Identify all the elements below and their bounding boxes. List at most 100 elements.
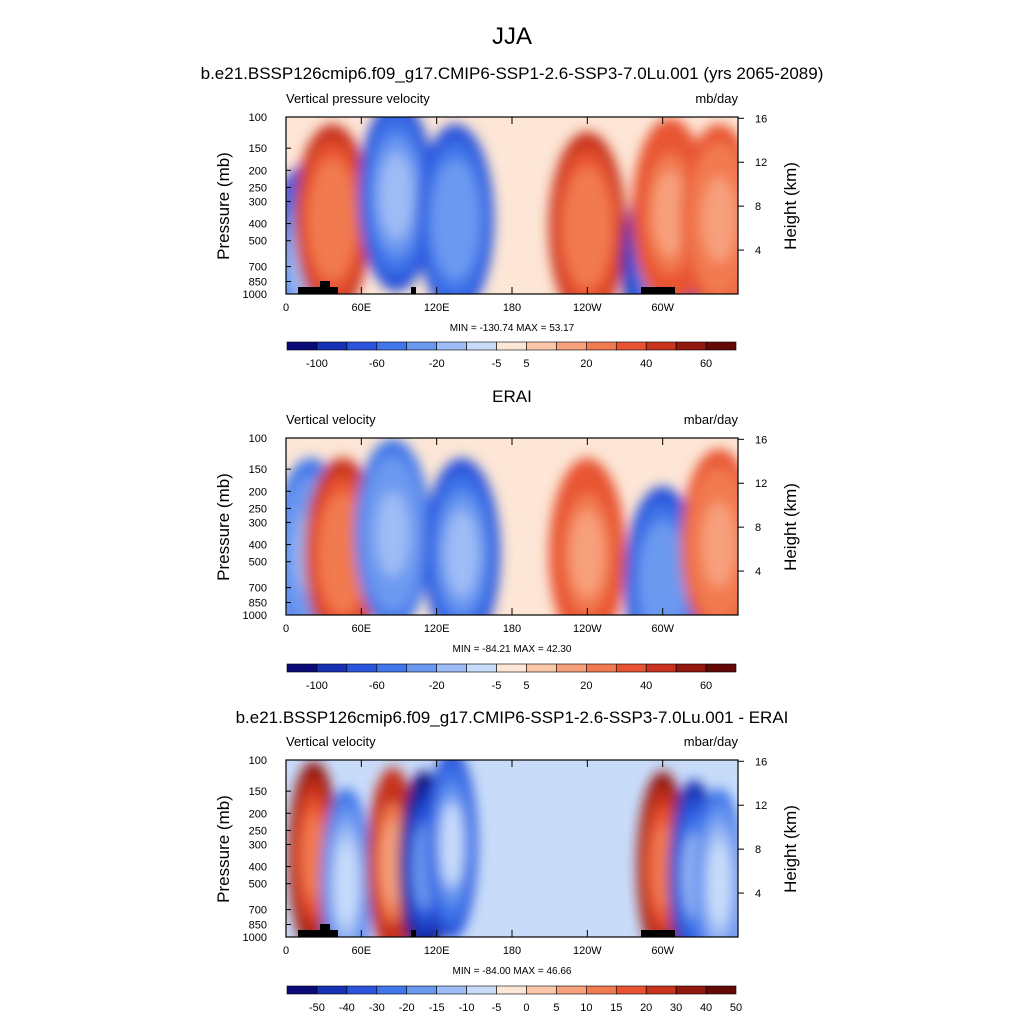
axes: 0 60E 120E 180 120W 60W 100 150 200 250 300 400 500 7… (243, 112, 768, 314)
y2-tick-label: 8 (755, 844, 761, 856)
colorbar-swatch (376, 663, 408, 673)
y-tick-label: 1000 (243, 932, 267, 944)
panel-right-label: mbar/day (684, 412, 739, 427)
colorbar-swatch (645, 985, 677, 995)
colorbar-swatch (466, 663, 497, 673)
bottom-panel-title: b.e21.BSSP126cmip6.f09_g17.CMIP6-SSP1-2.… (236, 708, 789, 727)
field-blob (381, 819, 404, 906)
colorbar-label: 5 (523, 358, 529, 370)
field-blob (570, 184, 605, 271)
colorbar-label: -40 (339, 1002, 355, 1014)
field-blob (315, 176, 350, 263)
x-tick-label: 180 (503, 945, 521, 957)
panel-left-label: Vertical velocity (286, 412, 376, 427)
min-max-label: MIN = -130.74 MAX = 53.17 (450, 323, 575, 334)
panel-right-label: mb/day (695, 91, 738, 106)
colorbar: -100 -60 -20 -5 5 20 40 60 (286, 341, 737, 370)
colorbar-label: 30 (670, 1002, 682, 1014)
colorbar-swatch (286, 341, 318, 351)
field-blobs (288, 760, 738, 937)
colorbar-swatch (346, 341, 378, 351)
colorbar-swatch (556, 985, 587, 995)
colorbar-swatch (705, 985, 737, 995)
y2-axis-title: Height (km) (781, 805, 800, 893)
colorbar-label: 50 (730, 1002, 742, 1014)
field-blob (702, 176, 736, 263)
field-blob (702, 501, 736, 588)
colorbar-swatch (556, 341, 587, 351)
y-tick-label: 300 (249, 839, 267, 851)
colorbar-label: 5 (523, 680, 529, 692)
colorbar-swatch (705, 341, 737, 351)
colorbar-swatch (496, 663, 527, 673)
colorbar-swatch (466, 985, 497, 995)
field-blob (302, 813, 325, 900)
colorbar-swatch (376, 985, 408, 995)
panel-model: Vertical pressure velocity mb/day 0 60E 12… (214, 91, 800, 370)
colorbar-swatch (675, 985, 707, 995)
field-blob (651, 823, 674, 910)
colorbar-swatch (526, 663, 557, 673)
y2-axis-title: Height (km) (781, 162, 800, 250)
land-mask (298, 924, 675, 937)
colorbar-swatch (556, 663, 587, 673)
colorbar: -100 -60 -20 -5 5 20 40 60 (286, 663, 737, 692)
colorbar-swatch (406, 985, 437, 995)
y2-tick-label: 12 (755, 800, 767, 812)
min-max-label: MIN = -84.21 MAX = 42.30 (453, 644, 572, 655)
colorbar-swatch (316, 985, 348, 995)
colorbar-swatch (346, 985, 378, 995)
x-tick-label: 0 (283, 302, 289, 314)
x-tick-label: 60W (651, 945, 674, 957)
y-tick-label: 1000 (243, 610, 267, 622)
colorbar-swatch (645, 341, 677, 351)
figure-title: JJA (492, 23, 532, 50)
y-tick-label: 400 (249, 540, 267, 552)
colorbar-swatch (705, 663, 737, 673)
colorbar-label: -20 (399, 1002, 415, 1014)
colorbar-swatch (586, 341, 617, 351)
colorbar-label: -50 (309, 1002, 325, 1014)
colorbar-label: -100 (306, 358, 328, 370)
x-tick-label: 120W (573, 302, 602, 314)
y2-tick-label: 12 (755, 157, 767, 169)
panel-right-label: mbar/day (684, 734, 739, 749)
colorbar-swatch (466, 341, 497, 351)
colorbar-label: -60 (369, 680, 385, 692)
y2-tick-label: 4 (755, 888, 761, 900)
colorbar-swatch (436, 341, 467, 351)
min-max-label: MIN = -84.00 MAX = 46.66 (453, 966, 572, 977)
field-blob (570, 510, 605, 597)
colorbar-label: -5 (492, 358, 502, 370)
x-tick-label: 60W (651, 302, 674, 314)
colorbar-swatch (496, 341, 527, 351)
colorbar-swatch (376, 341, 408, 351)
colorbar-label: 60 (700, 358, 712, 370)
colorbar-label: -10 (459, 1002, 475, 1014)
colorbar-swatch (406, 663, 437, 673)
x-tick-label: 0 (283, 945, 289, 957)
colorbar-swatch (526, 985, 557, 995)
field-blob (444, 510, 479, 597)
colorbar-label: -60 (369, 358, 385, 370)
y-tick-label: 200 (249, 486, 267, 498)
axes: 0 60E 120E 180 120W 60W 100 150 200 250 300 400 500 7… (243, 755, 768, 957)
field-blob (653, 170, 687, 257)
y2-tick-label: 8 (755, 522, 761, 534)
colorbar-label: 40 (640, 680, 652, 692)
land-mask (298, 281, 675, 294)
colorbar: -50 -40 -30 -20 -15 -10 -5 0 5 10 15 20 30 40 50 (286, 985, 742, 1014)
colorbar-label: -5 (492, 1002, 502, 1014)
y-tick-label: 100 (249, 112, 267, 124)
field-blob (375, 491, 410, 578)
y-tick-label: 300 (249, 196, 267, 208)
field-blob (325, 510, 360, 597)
colorbar-swatch (286, 663, 318, 673)
y-tick-label: 500 (249, 557, 267, 569)
x-tick-label: 60W (651, 623, 674, 635)
colorbar-swatch (346, 663, 378, 673)
colorbar-swatch (615, 985, 647, 995)
y-tick-label: 400 (249, 862, 267, 874)
y-tick-label: 100 (249, 755, 267, 767)
